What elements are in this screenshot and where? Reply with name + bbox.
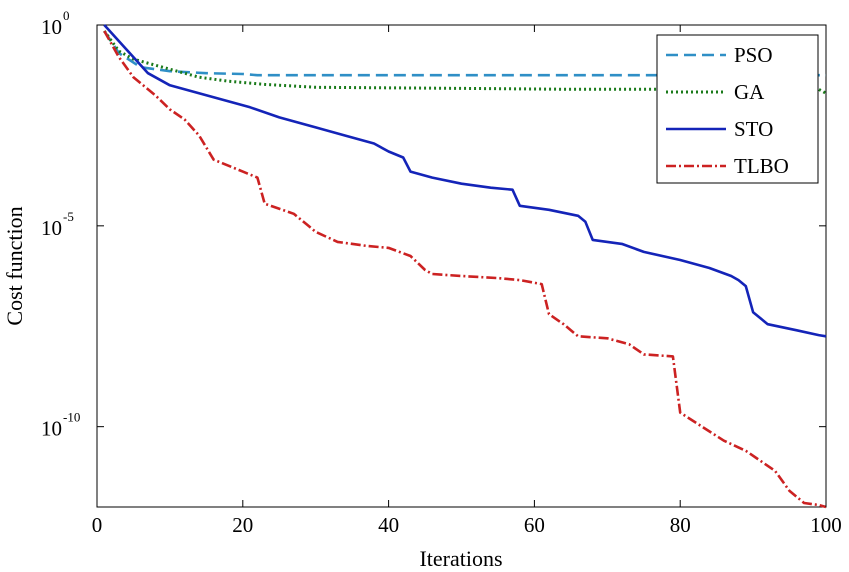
x-tick-label: 0 [92,513,103,537]
series-line-pso [103,30,826,77]
x-axis-title: Iterations [419,546,502,571]
legend-box [656,34,819,184]
y-tick-exponent: -5 [63,209,74,224]
x-tick-label: 40 [378,513,399,537]
series-line-ga [103,30,827,95]
x-tick-label: 60 [524,513,545,537]
legend: PSO GA STO TLBO [656,34,819,184]
y-tick-label: 10 0 [41,8,70,39]
y-tick-base: 10 [41,15,62,39]
y-tick-base: 10 [41,417,62,441]
x-tick-label: 80 [670,513,691,537]
legend-label-pso: PSO [734,43,773,67]
y-tick-exponent: 0 [63,8,70,23]
series-line-sto [103,24,827,338]
legend-label-ga: GA [734,80,765,104]
y-tick-exponent: -10 [63,410,80,425]
y-tick-base: 10 [41,216,62,240]
legend-label-sto: STO [734,117,773,141]
series-line-tlbo [103,30,827,509]
y-tick-label: 10 -10 [41,410,80,441]
x-tick-label: 20 [232,513,253,537]
legend-label-tlbo: TLBO [734,154,789,178]
y-axis-title: Cost function [2,206,27,325]
x-tick-label: 100 [810,513,842,537]
y-tick-label: 10 -5 [41,209,74,240]
series-layer [103,24,827,509]
